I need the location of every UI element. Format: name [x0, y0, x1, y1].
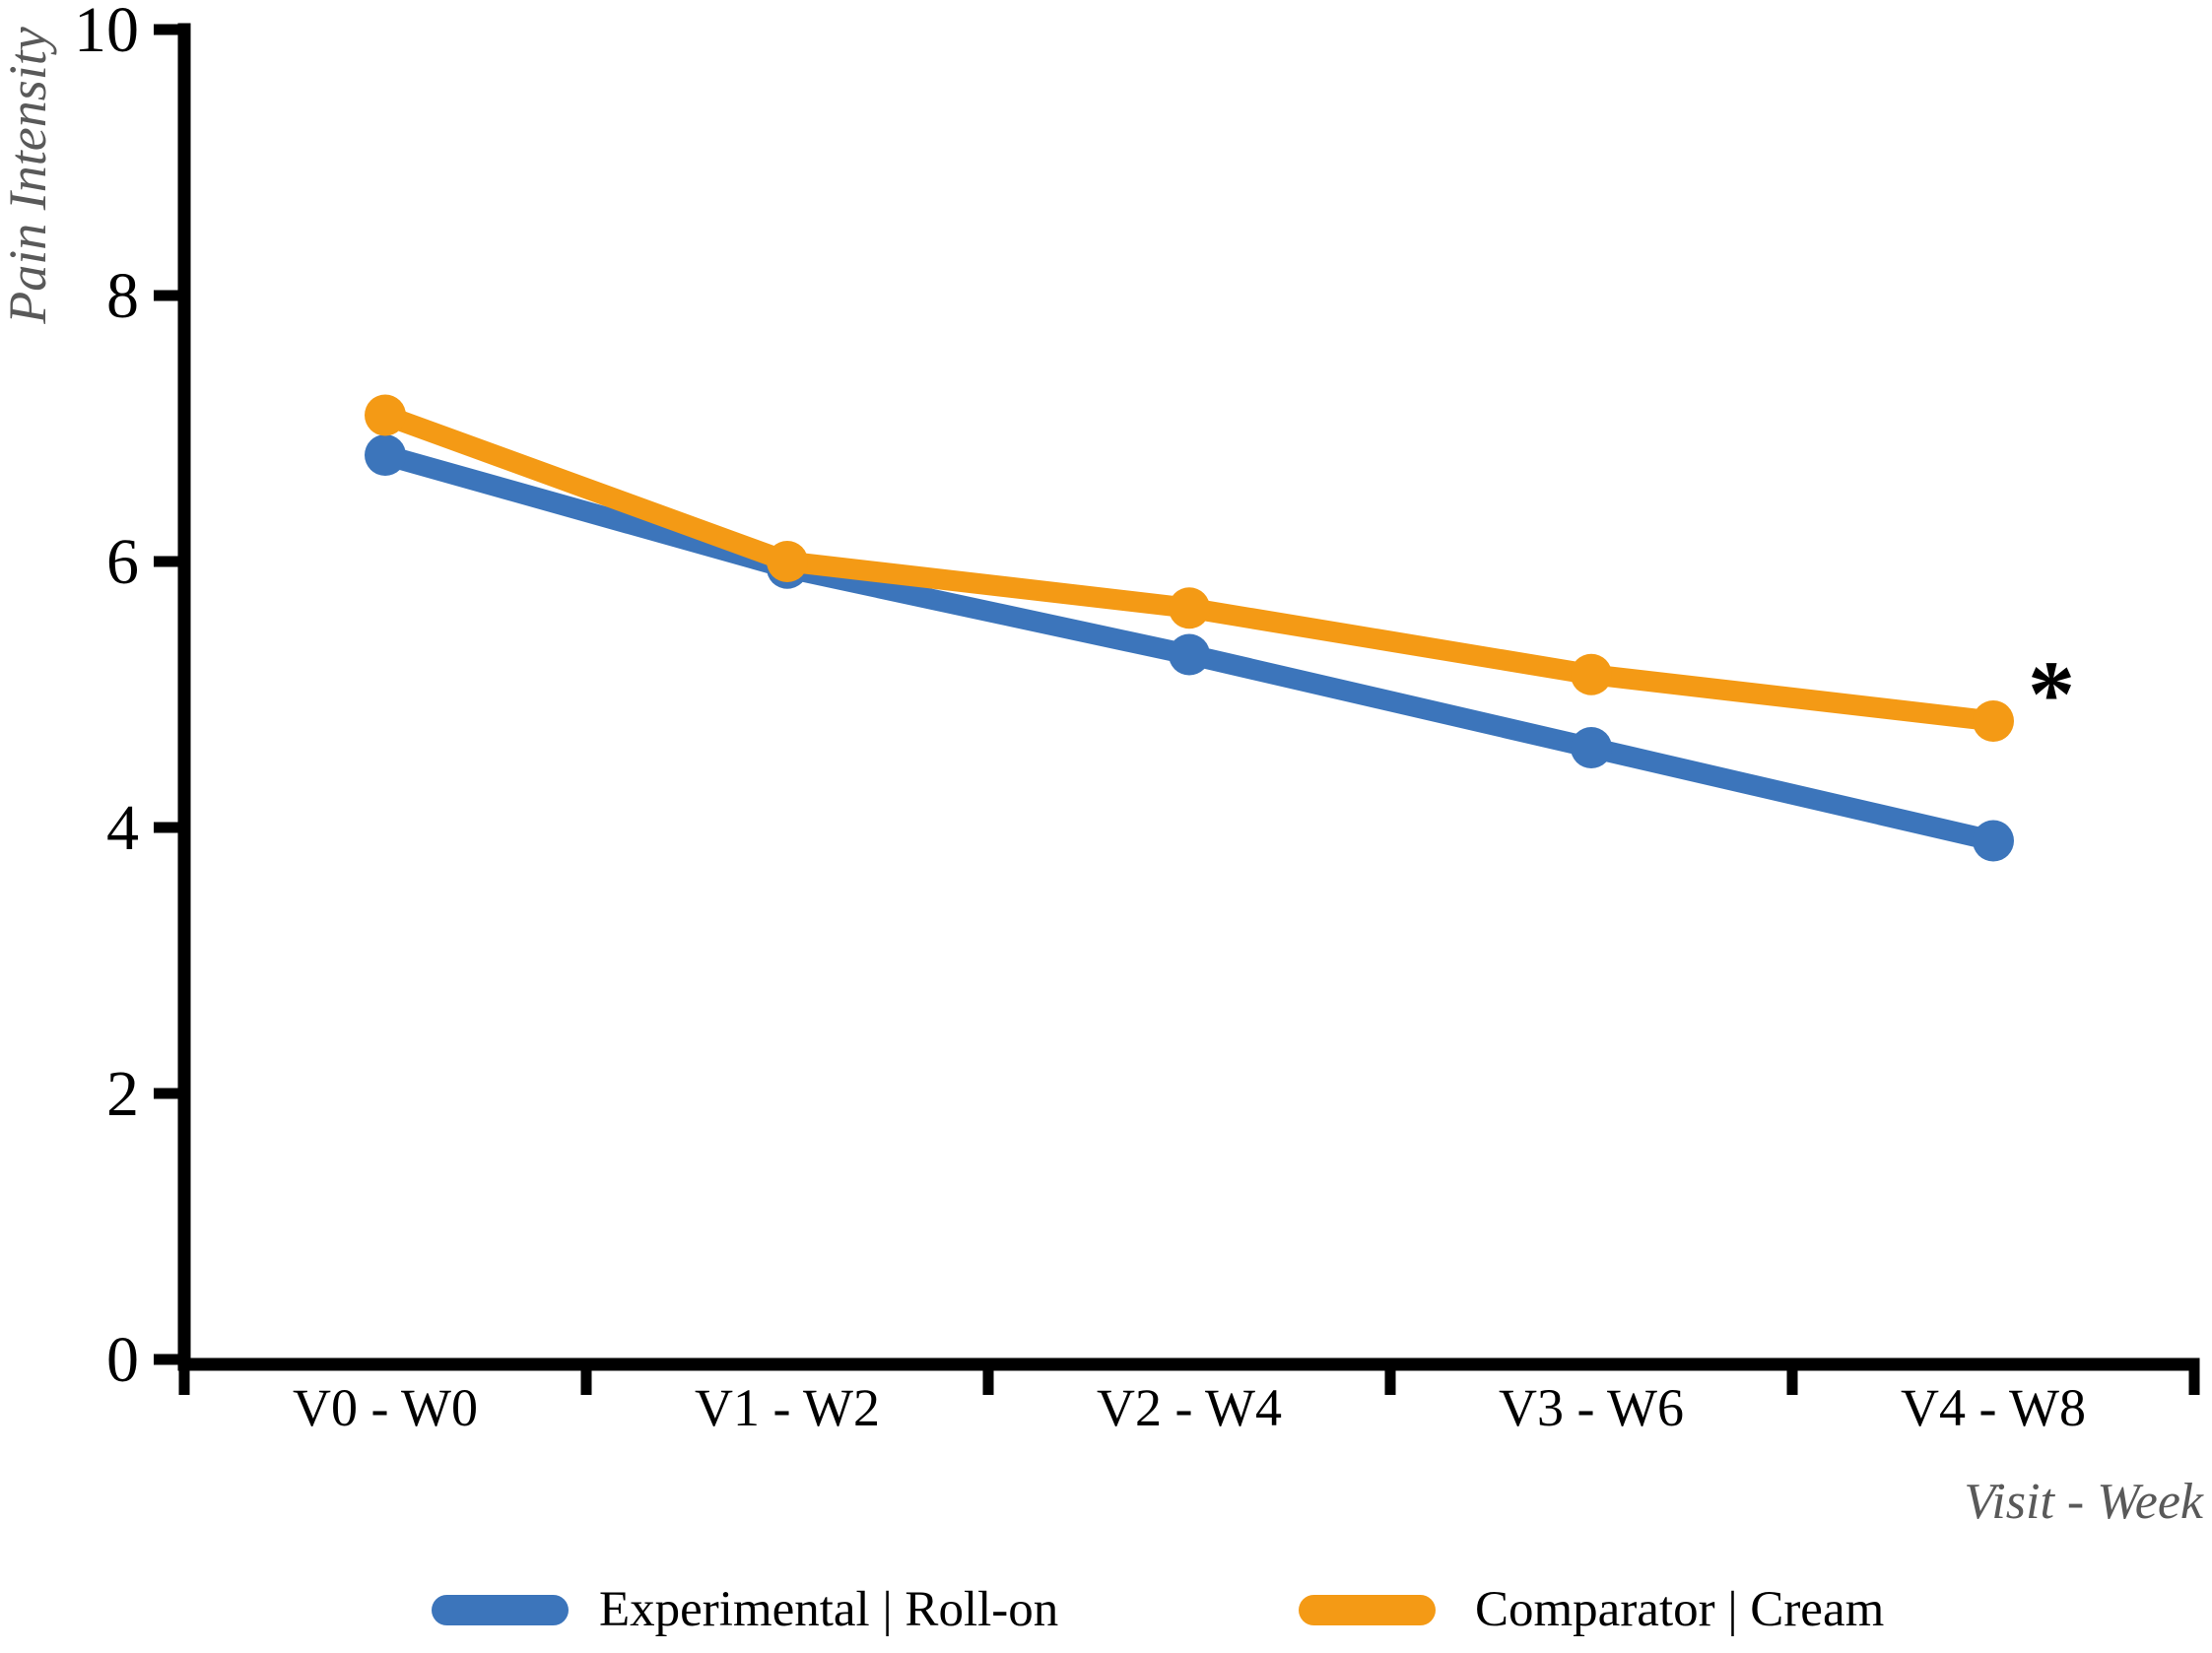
y-tick-label: 0	[106, 1324, 139, 1396]
y-axis-title: Pain Intensity	[0, 27, 57, 324]
series-marker-comparator-cream	[1973, 700, 2014, 742]
x-tick-label: V1 - W2	[695, 1378, 880, 1437]
series-marker-comparator-cream	[1571, 653, 1612, 695]
x-tick-label: V3 - W6	[1499, 1378, 1684, 1437]
x-tick-label: V0 - W0	[293, 1378, 478, 1437]
y-tick-label: 8	[106, 260, 139, 332]
x-tick-label: V4 - W8	[1901, 1378, 2086, 1437]
series-marker-experimental-roll-on	[1571, 727, 1612, 768]
legend-item-comparator: Comparator | Cream	[1299, 1577, 1884, 1642]
y-tick-label: 2	[106, 1058, 139, 1130]
series-marker-comparator-cream	[365, 394, 406, 436]
series-marker-experimental-roll-on	[365, 434, 406, 476]
legend-item-experimental: Experimental | Roll-on	[432, 1577, 1058, 1642]
series-marker-comparator-cream	[1169, 587, 1210, 629]
x-tick-label: V2 - W4	[1097, 1378, 1282, 1437]
significance-asterisk: *	[2028, 641, 2075, 747]
legend-swatch-comparator	[1299, 1594, 1436, 1625]
series-marker-experimental-roll-on	[1973, 820, 2014, 862]
series-marker-comparator-cream	[767, 541, 808, 582]
y-tick-label: 4	[106, 792, 139, 864]
x-axis-title: Visit - Week	[1964, 1474, 2204, 1530]
legend-label-experimental: Experimental | Roll-on	[599, 1582, 1059, 1637]
series-marker-experimental-roll-on	[1169, 633, 1210, 676]
y-tick-label: 10	[74, 0, 139, 66]
legend-label-comparator: Comparator | Cream	[1475, 1582, 1885, 1637]
legend-swatch-experimental	[432, 1594, 569, 1625]
y-tick-label: 6	[106, 526, 139, 598]
